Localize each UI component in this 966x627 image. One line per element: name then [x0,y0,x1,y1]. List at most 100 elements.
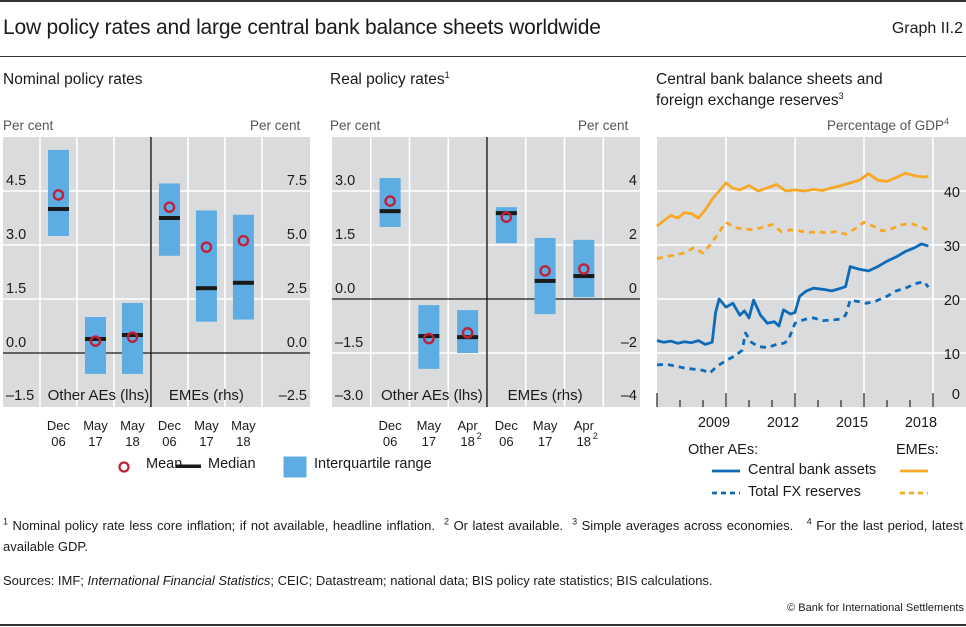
panel3-right-unit: Percentage of GDP4 [827,116,950,133]
footnote-3: Simple averages across economies. [581,518,794,533]
mean-marker [237,234,250,247]
right-tick-label: 0 [629,281,637,297]
legend-ae-fx-icon [712,491,740,495]
iqr-legend-label: Interquartile range [314,456,432,472]
x-tick-label-top: Dec [379,418,403,433]
left-tick-label: 1.5 [335,227,355,243]
right-tick-label: 2 [629,227,637,243]
y-tick-label: 40 [944,185,960,201]
iqr-bar [47,149,69,236]
left-tick-label: 0.0 [6,335,26,351]
x-tick-label-bottom: 17 [538,434,552,448]
left-tick-label: 4.5 [6,173,26,189]
mean-marker [539,265,551,277]
left-tick-label: 1.5 [6,281,26,297]
median-legend-icon [176,464,201,468]
mean-marker [200,241,213,253]
x-tick-label-top: May [83,418,108,433]
iqr-bar [379,178,401,227]
x-tick-label-top: May [417,418,442,433]
right-tick-label: 7.5 [287,173,307,189]
balance-sheets-chart: 40 30 20 10 0 2009 2012 2015 2018 [656,137,966,430]
iqr-bar [573,239,595,298]
footnotes: 1 Nominal policy rate less core inflatio… [3,515,963,557]
right-tick-label: 4 [629,173,637,189]
iqr-bar [195,210,217,322]
iqr-bar [457,310,479,353]
x-tick-label-top: May [231,418,256,433]
line-legend: Other AEs: EMEs: Central bank assets Tot… [650,440,966,506]
copyright: © Bank for International Settlements [787,602,964,614]
mean-marker [163,201,176,213]
mean-legend-icon [118,461,130,473]
iqr-bar [232,214,254,320]
panel3-title-line1: Central bank balance sheets and [656,71,883,88]
series-line-3 [656,280,930,375]
left-tick-label: –1.5 [335,335,363,351]
panel1-right-unit: Per cent [250,118,301,133]
nominal-policy-rates-chart: 4.53.01.50.0–1.57.55.02.50.0–2.5Dec06May… [3,137,310,448]
mean-marker [578,263,590,275]
mean-marker [89,335,102,347]
footnote-1-mark: 1 [3,516,9,527]
mean-marker [126,331,139,343]
panel2-title-sup: 1 [444,69,450,80]
median-marker [158,216,180,220]
panel2-left-unit: Per cent [330,118,381,133]
footnote-3-mark: 3 [572,516,578,527]
right-tick-label: –4 [621,388,637,404]
iqr-bar [121,302,143,374]
right-tick-label: 5.0 [287,227,307,243]
left-tick-label: –1.5 [6,388,34,404]
series-line-0 [656,171,929,228]
series-line-1 [656,220,929,260]
x-tick-label: 2018 [905,415,937,430]
mean-marker [423,332,435,345]
panel3-unit-text: Percentage of GDP [827,118,945,133]
left-tick-label: 3.0 [335,173,355,189]
median-marker [47,207,69,211]
footnote-1: Nominal policy rate less core inflation;… [12,518,435,533]
right-tick-label: 0.0 [287,335,307,351]
panel3-title: Central bank balance sheets and foreign … [656,69,883,111]
mean-legend-label: Mean [146,456,183,472]
right-tick-label: –2.5 [279,388,307,404]
sources: Sources: IMF; International Financial St… [3,570,963,591]
x-tick-label-top: Dec [495,418,519,433]
mean-marker [384,195,396,207]
panel3-unit-sup: 4 [944,116,950,127]
x-tick-label-bottom: 06 [51,434,65,448]
y-tick-label: 0 [952,387,960,403]
legend-emes-heading: EMEs: [896,442,939,458]
median-marker [379,209,401,214]
panel1-title-text: Nominal policy rates [3,71,143,88]
x-tick-label-top: Apr [457,418,478,433]
top-rule [0,0,966,2]
x-tick-label-bottom: 18 [125,434,139,448]
legend-cb-assets-label: Central bank assets [748,462,877,478]
graph-number: Graph II.2 [891,20,963,37]
legend-other-aes-heading: Other AEs: [688,442,759,458]
median-legend-label: Median [208,456,256,472]
mean-marker [52,189,65,201]
footnote-4: For the last period, latest available GD… [3,518,963,554]
x-tick-label-top: Apr [574,418,595,433]
x-tick-label-bottom: 17 [199,434,213,448]
x-tick-label-top: May [194,418,219,433]
x-tick-label-bottom: 18 [460,434,474,448]
footnote-2-mark: 2 [444,516,450,527]
footnote-4-mark: 4 [806,516,812,527]
median-marker [84,336,106,341]
x-tick-label-bottom: 06 [383,434,397,448]
panel3-title-line2: foreign exchange reserves [656,92,839,109]
mean-marker [500,211,513,223]
x-tick-label-sup: 2 [593,431,598,441]
x-tick-label-top: Dec [158,418,182,433]
x-tick-label-top: May [120,418,145,433]
series-line-2 [656,242,929,346]
x-tick-label-top: Dec [47,418,71,433]
panel3-title-sup: 3 [838,90,844,101]
median-marker [418,334,440,339]
x-tick-label: 2009 [698,415,730,430]
